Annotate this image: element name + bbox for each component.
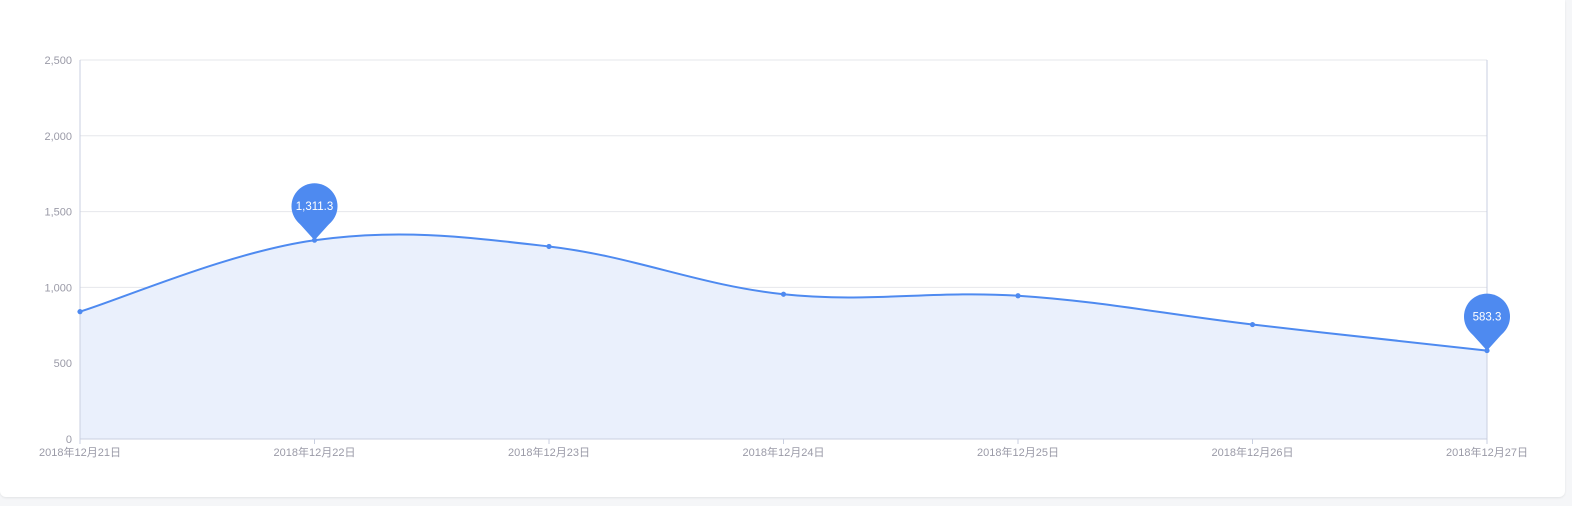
data-point bbox=[77, 309, 83, 315]
chart-card: 0 500 1,000 1,500 2,000 2,500 2018年12月21日 2018… bbox=[39, 55, 1528, 459]
data-point bbox=[1015, 293, 1021, 299]
min-value-pin: 583.3 bbox=[1464, 293, 1510, 351]
y-tick-label: 1,000 bbox=[44, 282, 72, 294]
max-value-pin: 1,311.3 bbox=[291, 183, 338, 241]
max-value-label: 1,311.3 bbox=[296, 201, 334, 213]
y-axis-tick-labels: 0 500 1,000 1,500 2,000 2,500 bbox=[44, 55, 72, 446]
series-area bbox=[80, 234, 1487, 439]
data-point bbox=[1249, 321, 1256, 328]
data-point bbox=[546, 243, 552, 250]
x-tick-label: 2018年12月23日 bbox=[508, 445, 590, 459]
min-value-label: 583.3 bbox=[1473, 312, 1502, 324]
x-tick-label: 2018年12月25日 bbox=[977, 445, 1059, 459]
y-tick-label: 0 bbox=[66, 434, 72, 446]
area-fill-layer bbox=[80, 234, 1487, 439]
y-tick-label: 2,500 bbox=[44, 55, 72, 67]
x-tick-label: 2018年12月21日 bbox=[39, 445, 121, 459]
y-tick-label: 1,500 bbox=[44, 207, 72, 219]
x-tick-label: 2018年12月24日 bbox=[743, 445, 825, 459]
axes bbox=[79, 60, 1488, 444]
pin-head bbox=[291, 183, 338, 230]
y-tick-label: 2,000 bbox=[44, 131, 72, 143]
x-tick-label: 2018年12月27日 bbox=[1446, 445, 1528, 459]
pin-head bbox=[1464, 293, 1510, 340]
x-tick-label: 2018年12月22日 bbox=[274, 445, 356, 459]
x-axis-tick-labels: 2018年12月21日 2018年12月22日 2018年12月23日 2018年12… bbox=[39, 445, 1528, 459]
x-tick-label: 2018年12月26日 bbox=[1212, 445, 1294, 459]
value-markers: 1,311.3 583.3 bbox=[291, 183, 1510, 351]
y-tick-label: 500 bbox=[54, 358, 72, 370]
data-point bbox=[780, 291, 787, 297]
